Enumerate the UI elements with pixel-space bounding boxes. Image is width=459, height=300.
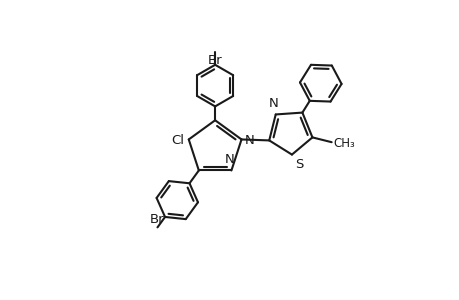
Text: N: N bbox=[224, 152, 234, 166]
Text: Br: Br bbox=[150, 213, 164, 226]
Text: Cl: Cl bbox=[170, 134, 184, 147]
Text: N: N bbox=[268, 98, 278, 110]
Text: N: N bbox=[244, 134, 254, 147]
Text: CH₃: CH₃ bbox=[333, 137, 355, 150]
Text: S: S bbox=[294, 158, 302, 171]
Text: Br: Br bbox=[207, 54, 222, 67]
